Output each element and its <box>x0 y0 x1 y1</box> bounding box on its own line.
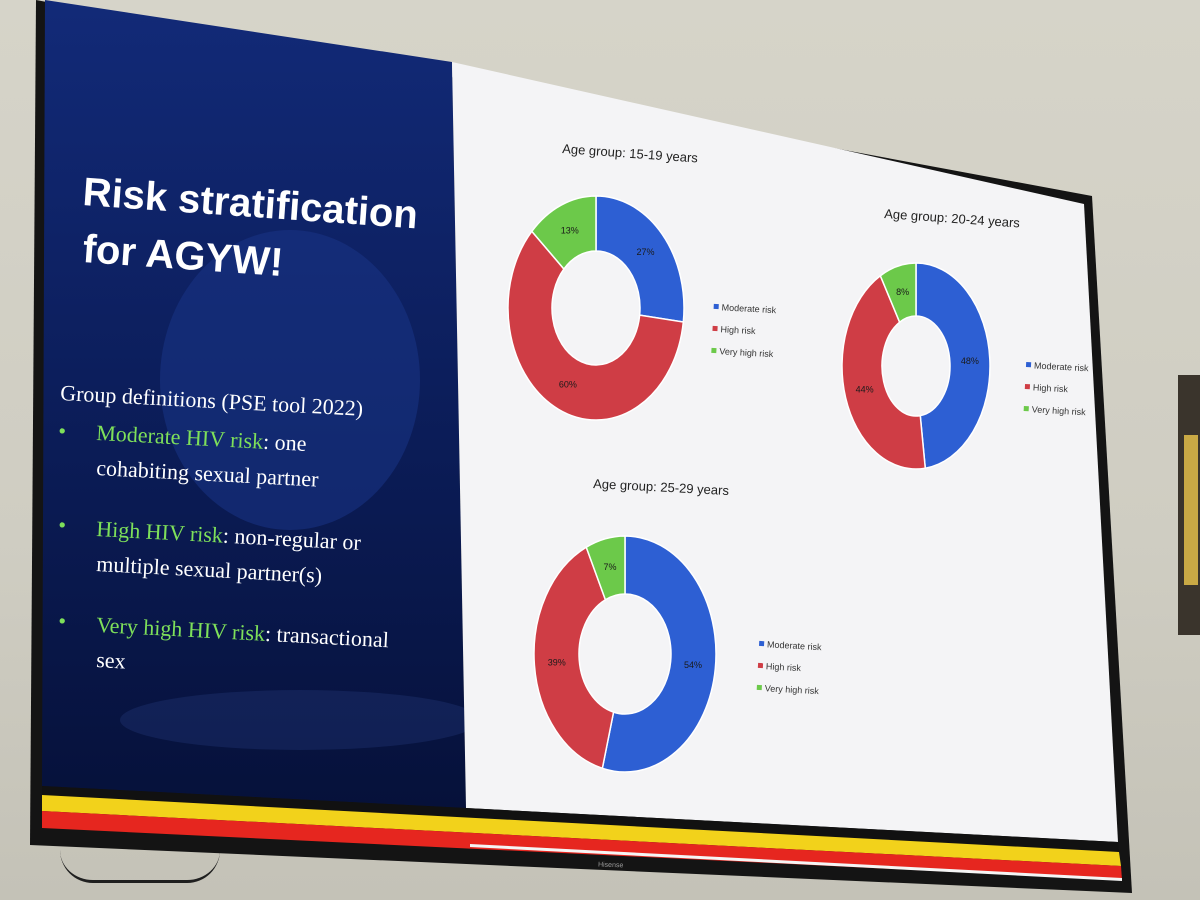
definition-3-line2: sex <box>96 647 127 674</box>
bullet-2: • <box>58 512 67 537</box>
chart-3-title: Age group: 25-29 years <box>593 476 730 498</box>
donut-data-label: 13% <box>561 225 579 235</box>
bullet-3: • <box>58 608 67 633</box>
stripe-red <box>42 811 1122 880</box>
slide-left-decor <box>120 690 480 750</box>
legend-label-very-high: Very high risk <box>1031 404 1086 417</box>
donut-data-label: 8% <box>896 287 909 297</box>
legend-swatch-moderate <box>758 640 765 647</box>
stripe-white <box>470 844 1122 881</box>
legend-swatch-moderate <box>1025 362 1032 368</box>
definition-1-rest: : one <box>263 429 308 456</box>
legend-swatch-moderate <box>713 303 719 310</box>
donut-data-label: 48% <box>961 356 979 366</box>
donut-data-label: 27% <box>636 247 654 257</box>
donut-data-label: 60% <box>559 379 577 389</box>
donut-slice-very-high <box>879 262 917 324</box>
stripe-black <box>42 786 1119 852</box>
donut-slice-very-high <box>585 535 626 601</box>
legend-swatch-high <box>712 325 718 332</box>
legend-label-moderate: Moderate risk <box>721 302 776 315</box>
donut-chart-25-29: 54% 39% 7% <box>533 535 717 773</box>
tv-cable <box>60 850 220 883</box>
donut-slice-high <box>841 274 927 470</box>
legend-swatch-high <box>1024 384 1031 390</box>
donut-chart-15-19: 27% 60% 13% <box>507 195 685 421</box>
bullet-1: • <box>58 418 67 443</box>
legend-15-19: Moderate risk High risk Very high risk <box>711 302 777 359</box>
legend-label-high: High risk <box>1033 382 1069 394</box>
donut-slice-high <box>533 546 615 770</box>
legend-label-very-high: Very high risk <box>765 683 820 696</box>
donut-slice-moderate <box>915 262 991 470</box>
donut-chart-20-24: 48% 44% 8% <box>841 262 991 470</box>
donut-data-label: 7% <box>604 562 617 572</box>
legend-label-very-high: Very high risk <box>719 346 774 359</box>
donut-slice-moderate <box>601 535 717 773</box>
donut-data-label: 39% <box>548 657 566 667</box>
tv-brand-logo: Hisense <box>597 861 624 870</box>
slide-left-glow <box>160 230 420 530</box>
legend-swatch-high <box>757 662 764 669</box>
legend-20-24: Moderate risk High risk Very high risk <box>1023 360 1089 417</box>
legend-label-high: High risk <box>766 661 802 673</box>
donut-slice-very-high <box>530 195 597 271</box>
donut-data-label: 54% <box>684 660 702 670</box>
donut-slice-high <box>507 230 685 421</box>
legend-swatch-very-high <box>756 684 762 691</box>
legend-label-moderate: Moderate risk <box>767 639 822 652</box>
stripe-yellow <box>42 795 1121 866</box>
legend-swatch-very-high <box>1023 405 1029 412</box>
legend-label-moderate: Moderate risk <box>1034 360 1089 373</box>
legend-swatch-very-high <box>711 347 717 354</box>
donut-data-label: 44% <box>856 385 874 395</box>
legend-25-29: Moderate risk High risk Very high risk <box>756 639 822 696</box>
legend-label-high: High risk <box>720 324 756 336</box>
donut-slice-moderate <box>595 195 685 323</box>
wall-doorframe <box>1178 375 1200 635</box>
